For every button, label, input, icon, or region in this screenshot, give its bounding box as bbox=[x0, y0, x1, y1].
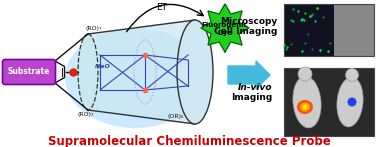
Ellipse shape bbox=[302, 105, 307, 110]
Text: Fluorogenic: Fluorogenic bbox=[201, 22, 248, 28]
FancyBboxPatch shape bbox=[3, 60, 56, 85]
Text: Supramolecular Chemiluminescence Probe: Supramolecular Chemiluminescence Probe bbox=[48, 135, 330, 147]
Ellipse shape bbox=[347, 97, 356, 106]
Ellipse shape bbox=[297, 100, 313, 114]
Text: Substrate: Substrate bbox=[8, 67, 50, 76]
Ellipse shape bbox=[300, 102, 310, 112]
Polygon shape bbox=[88, 20, 195, 124]
Text: (OR)₆: (OR)₆ bbox=[168, 114, 184, 119]
Text: (RO)₇: (RO)₇ bbox=[78, 112, 94, 117]
Bar bbox=[284, 4, 333, 56]
Text: In-vivo: In-vivo bbox=[237, 83, 272, 92]
Polygon shape bbox=[201, 4, 249, 52]
Ellipse shape bbox=[337, 77, 363, 127]
Text: Cell Imaging: Cell Imaging bbox=[214, 26, 277, 35]
Ellipse shape bbox=[65, 28, 205, 128]
Ellipse shape bbox=[78, 34, 98, 110]
Ellipse shape bbox=[345, 69, 358, 81]
FancyArrow shape bbox=[228, 61, 270, 89]
Text: (RO)₇: (RO)₇ bbox=[85, 26, 102, 31]
Bar bbox=[333, 4, 374, 56]
Ellipse shape bbox=[177, 20, 213, 124]
Text: Imaging: Imaging bbox=[231, 92, 272, 101]
Ellipse shape bbox=[298, 67, 312, 81]
Bar bbox=[284, 4, 374, 56]
Ellipse shape bbox=[293, 76, 321, 128]
Text: Microscopy: Microscopy bbox=[220, 17, 277, 26]
Text: MeO: MeO bbox=[95, 64, 111, 69]
Text: Dye: Dye bbox=[217, 30, 232, 36]
Text: ET: ET bbox=[156, 4, 167, 12]
Bar bbox=[284, 68, 374, 136]
